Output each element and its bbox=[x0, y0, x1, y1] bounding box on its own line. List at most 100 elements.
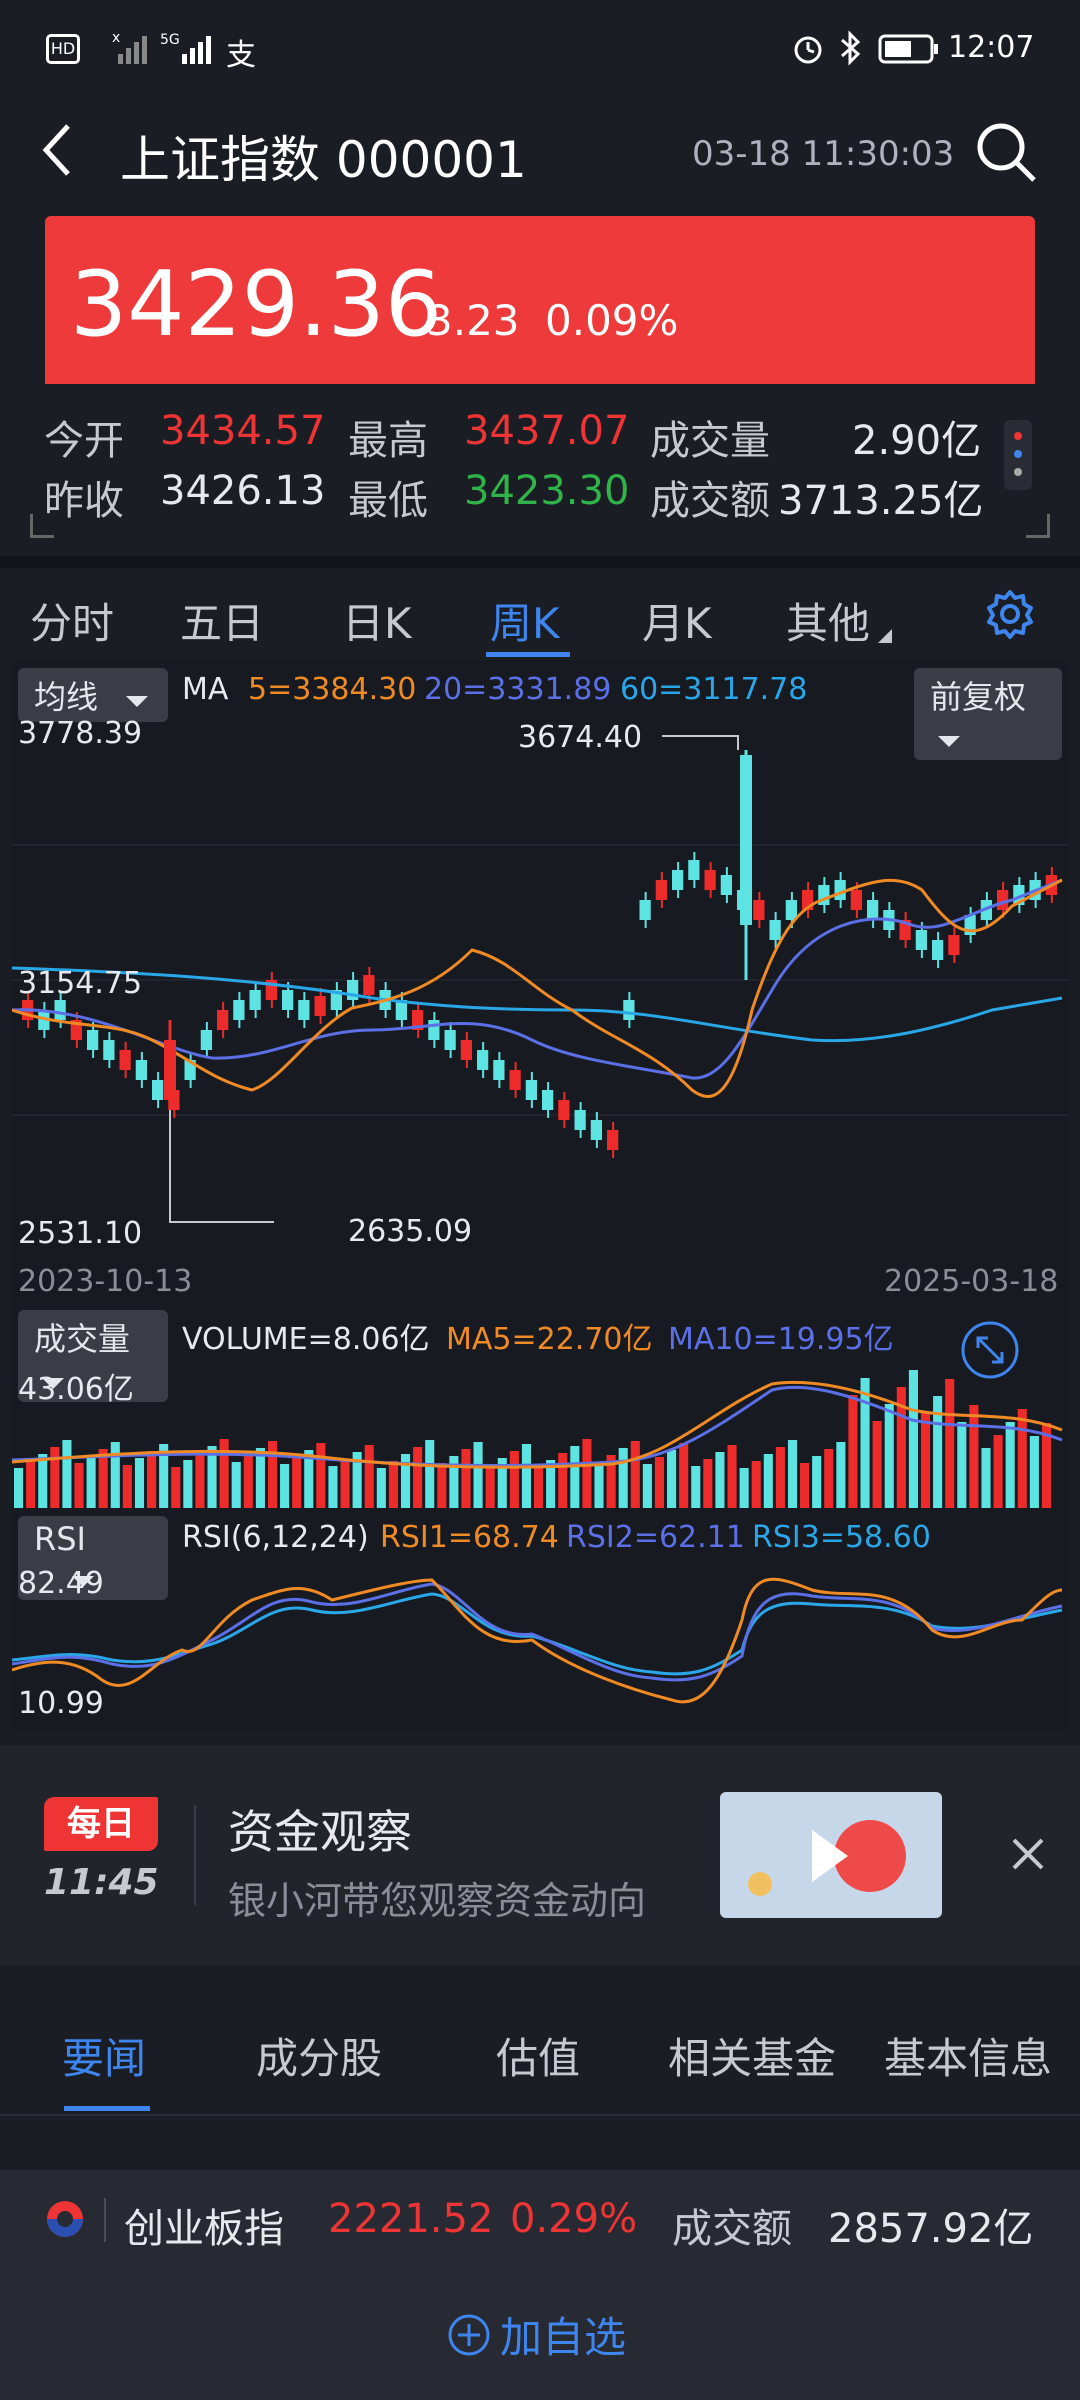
open-label: 今开 bbox=[44, 418, 124, 464]
back-button[interactable] bbox=[40, 122, 76, 182]
signal-5g-icon: 5G bbox=[160, 30, 216, 70]
news-tab-valuation[interactable]: 估值 bbox=[496, 2034, 581, 2083]
tab-other-caret-icon bbox=[878, 628, 892, 647]
news-tab-indicator bbox=[64, 2106, 150, 2111]
promo-subtitle: 银小河带您观察资金动向 bbox=[228, 1879, 647, 1923]
rsi-selector-button[interactable]: RSI bbox=[18, 1516, 168, 1600]
volume-bar bbox=[534, 1467, 544, 1508]
volume-bar bbox=[473, 1442, 483, 1508]
candle-body bbox=[217, 1010, 229, 1030]
rsi2-legend: RSI2=62.11 bbox=[566, 1520, 745, 1555]
tab-other[interactable]: 其他 bbox=[786, 599, 871, 648]
chart-settings-gear-icon[interactable] bbox=[984, 588, 1036, 644]
bluetooth-icon bbox=[836, 30, 864, 70]
ticker-amount-label: 成交额 bbox=[672, 2206, 792, 2252]
candle-body bbox=[363, 975, 375, 995]
candle-body bbox=[948, 935, 960, 955]
tab-active-indicator bbox=[486, 652, 570, 657]
rsi1-legend: RSI1=68.74 bbox=[380, 1520, 559, 1555]
y-axis-bottom-label: 2531.10 bbox=[18, 1216, 143, 1251]
volume-bar bbox=[993, 1435, 1003, 1508]
fullscreen-icon[interactable] bbox=[960, 1320, 1020, 1384]
ticker-amount: 2857.92亿 bbox=[828, 2206, 1034, 2252]
news-tab-headlines[interactable]: 要闻 bbox=[62, 2034, 147, 2083]
volume-bar bbox=[836, 1442, 846, 1508]
candle-body bbox=[233, 1000, 245, 1020]
news-tab-constituents[interactable]: 成分股 bbox=[256, 2034, 383, 2083]
candlestick-chart[interactable] bbox=[12, 710, 1068, 1250]
candle-body bbox=[119, 1050, 131, 1070]
volume-bar bbox=[1041, 1423, 1051, 1508]
volume-bar bbox=[147, 1451, 157, 1508]
volume-bar bbox=[364, 1445, 374, 1508]
expand-corner-right-icon bbox=[1026, 514, 1050, 538]
candle-body bbox=[70, 1020, 82, 1040]
ma20-legend: 20=3331.89 bbox=[424, 672, 612, 707]
volume-bar bbox=[848, 1395, 858, 1508]
news-tab-related-funds[interactable]: 相关基金 bbox=[668, 2034, 837, 2083]
volume-bar bbox=[933, 1396, 943, 1508]
kline-chart-panel[interactable] bbox=[12, 660, 1068, 1730]
volume-bar bbox=[775, 1447, 785, 1508]
candle-body bbox=[249, 990, 261, 1010]
promo-video-thumbnail[interactable] bbox=[720, 1792, 942, 1918]
volume-bar bbox=[763, 1454, 773, 1508]
y-axis-mid-label: 3154.75 bbox=[18, 966, 143, 1001]
tab-five-day[interactable]: 五日 bbox=[180, 599, 265, 648]
volume-bar bbox=[812, 1456, 822, 1508]
volume-bar bbox=[267, 1441, 278, 1508]
candle-body bbox=[444, 1030, 456, 1050]
search-icon[interactable] bbox=[974, 120, 1038, 188]
ma-selector-button[interactable]: 均线 bbox=[18, 668, 168, 722]
ma-legend-label: MA bbox=[182, 672, 229, 707]
volume-bar bbox=[26, 1461, 36, 1508]
volume-bar bbox=[376, 1468, 386, 1508]
candle-body bbox=[542, 1090, 554, 1110]
tab-weekly-k[interactable]: 周K bbox=[490, 599, 560, 648]
tab-intraday[interactable]: 分时 bbox=[30, 599, 115, 648]
volume-bar bbox=[134, 1458, 145, 1508]
volume-selector-label: 成交量 bbox=[34, 1320, 131, 1358]
candle-body bbox=[753, 900, 765, 920]
price-change-pct: 0.09% bbox=[545, 296, 679, 345]
volume-bar bbox=[50, 1447, 60, 1508]
candle-body bbox=[135, 1060, 147, 1080]
close-promo-icon[interactable] bbox=[1010, 1836, 1046, 1876]
adjust-selector-label: 前复权 bbox=[930, 678, 1027, 716]
tab-monthly-k[interactable]: 月K bbox=[642, 599, 712, 648]
add-watchlist-button[interactable]: 加自选 bbox=[446, 2304, 626, 2365]
news-tab-basic-info[interactable]: 基本信息 bbox=[884, 2034, 1053, 2083]
volume-bar bbox=[642, 1464, 652, 1508]
candle-body bbox=[314, 996, 326, 1016]
daily-badge: 每日 bbox=[44, 1797, 158, 1851]
ticker-name[interactable]: 创业板指 bbox=[124, 2206, 284, 2252]
candle-body bbox=[655, 880, 667, 900]
svg-text:x: x bbox=[112, 30, 120, 46]
volume-bar bbox=[74, 1463, 84, 1508]
candle-body bbox=[493, 1060, 505, 1080]
volume-bar bbox=[183, 1460, 193, 1508]
volume-selector-button[interactable]: 成交量 bbox=[18, 1310, 168, 1402]
volume-bar bbox=[920, 1413, 931, 1508]
status-bar: HD x 5G 支 12:07 bbox=[0, 0, 1080, 100]
svg-text:5G: 5G bbox=[160, 32, 180, 48]
volume-chart[interactable] bbox=[12, 1350, 1068, 1510]
candle-body bbox=[395, 1000, 407, 1020]
hd-icon: HD bbox=[46, 34, 80, 64]
volume-bar bbox=[884, 1404, 894, 1508]
candle-body bbox=[720, 875, 732, 895]
candle-body bbox=[330, 990, 342, 1010]
candle-body bbox=[915, 930, 927, 950]
volume-top-label: 43.06亿 bbox=[18, 1372, 134, 1407]
more-dots-icon[interactable] bbox=[1004, 420, 1032, 490]
volume-bar bbox=[558, 1453, 568, 1508]
rsi-chart[interactable] bbox=[12, 1560, 1068, 1720]
divider bbox=[0, 556, 1080, 568]
volume-bar bbox=[461, 1449, 471, 1508]
tab-daily-k[interactable]: 日K bbox=[342, 599, 412, 648]
daily-badge-time: 11:45 bbox=[44, 1862, 159, 1903]
candle-body bbox=[298, 1000, 310, 1020]
date-end-label: 2025-03-18 bbox=[884, 1264, 1059, 1299]
adjust-selector-button[interactable]: 前复权 bbox=[914, 668, 1062, 760]
promo-divider bbox=[194, 1805, 196, 1905]
